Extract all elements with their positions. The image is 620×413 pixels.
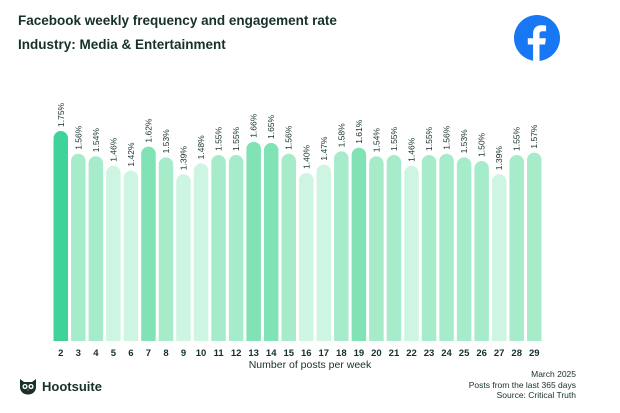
value-label: 1.39% [494, 146, 504, 171]
x-tick-label: 5 [111, 348, 117, 359]
x-tick-label: 28 [511, 348, 522, 359]
bar-2 [53, 131, 69, 341]
bar-19 [351, 147, 367, 341]
bar-21 [386, 155, 402, 341]
x-tick-label: 10 [196, 348, 207, 359]
value-label: 1.57% [529, 124, 539, 149]
x-tick-label: 13 [248, 348, 259, 359]
x-tick-label: 22 [406, 348, 417, 359]
x-tick-label: 27 [494, 348, 505, 359]
value-label: 1.75% [56, 102, 66, 127]
value-label: 1.40% [301, 144, 311, 169]
value-label: 1.56% [442, 125, 452, 150]
bar-3 [71, 153, 86, 341]
value-label: 1.55% [389, 126, 399, 151]
x-tick-label: 17 [319, 348, 330, 359]
x-tick-label: 8 [163, 348, 168, 359]
x-tick-label: 23 [424, 348, 435, 359]
hootsuite-brand: Hootsuite [18, 377, 102, 395]
bar-20 [369, 156, 384, 341]
hootsuite-wordmark: Hootsuite [42, 378, 102, 394]
bar-16 [299, 173, 314, 341]
value-label: 1.42% [126, 142, 136, 167]
x-axis-label: Number of posts per week [248, 359, 372, 371]
value-label: 1.55% [214, 126, 224, 151]
bar-8 [158, 157, 174, 341]
x-tick-label: 25 [459, 348, 470, 359]
value-label: 1.53% [459, 129, 469, 154]
x-tick-label: 6 [128, 348, 133, 359]
chart-subtitle: Industry: Media & Entertainment [18, 37, 226, 52]
bar-5 [106, 165, 121, 341]
value-label: 1.56% [284, 125, 294, 150]
bar-7 [141, 146, 156, 341]
value-label: 1.56% [73, 125, 83, 150]
footnote: March 2025 Posts from the last 365 days … [469, 369, 576, 401]
value-label: 1.50% [477, 132, 487, 157]
bar-17 [316, 164, 332, 341]
bar-6 [123, 170, 139, 341]
x-tick-label: 21 [389, 348, 400, 359]
footnote-source: Source: Critical Truth [496, 390, 576, 400]
value-label: 1.54% [91, 128, 101, 153]
footnote-date: March 2025 [531, 369, 576, 379]
x-tick-label: 11 [214, 348, 225, 359]
chart-title: Facebook weekly frequency and engagement… [18, 13, 337, 28]
value-label: 1.53% [161, 129, 171, 154]
value-label: 1.66% [249, 113, 259, 138]
x-tick-label: 16 [301, 348, 312, 359]
value-label: 1.65% [266, 114, 276, 139]
bar-28 [509, 155, 524, 341]
value-label: 1.55% [231, 126, 241, 151]
value-label: 1.47% [319, 136, 329, 161]
bar-4 [88, 156, 104, 341]
bar-27 [491, 174, 507, 341]
bar-13 [246, 141, 261, 341]
x-tick-label: 18 [336, 348, 347, 359]
value-label: 1.48% [196, 135, 206, 160]
x-tick-label: 24 [441, 348, 452, 359]
x-tick-label: 14 [266, 348, 277, 359]
value-label: 1.58% [336, 123, 346, 148]
bar-15 [281, 153, 296, 341]
x-tick-label: 4 [93, 348, 99, 359]
x-tick-label: 9 [181, 348, 186, 359]
facebook-logo-icon [514, 15, 560, 61]
value-label: 1.39% [179, 146, 189, 171]
x-tick-label: 29 [529, 348, 540, 359]
bar-22 [404, 165, 419, 341]
x-tick-label: 3 [76, 348, 81, 359]
value-label: 1.55% [512, 126, 522, 151]
value-label: 1.55% [424, 126, 434, 151]
bar-10 [193, 163, 209, 341]
x-tick-label: 12 [231, 348, 242, 359]
bar-12 [228, 155, 244, 341]
value-label: 1.54% [371, 128, 381, 153]
x-tick-label: 26 [476, 348, 487, 359]
value-label: 1.61% [354, 119, 364, 144]
bar-25 [456, 157, 472, 341]
value-label: 1.62% [143, 118, 153, 143]
x-tick-label: 15 [283, 348, 294, 359]
footnote-period: Posts from the last 365 days [468, 379, 576, 390]
x-tick-label: 20 [371, 348, 382, 359]
hootsuite-owl-icon [20, 379, 36, 395]
bar-14 [263, 143, 279, 341]
bar-9 [176, 174, 191, 341]
bar-11 [211, 155, 226, 341]
bar-23 [421, 155, 437, 341]
bar-26 [474, 161, 489, 341]
bar-29 [526, 152, 542, 341]
bar-24 [439, 153, 454, 341]
x-tick-label: 19 [354, 348, 365, 359]
value-label: 1.46% [406, 137, 416, 162]
value-label: 1.46% [108, 137, 118, 162]
x-tick-label: 2 [58, 348, 63, 359]
x-tick-label: 7 [146, 348, 151, 359]
bar-18 [334, 151, 349, 341]
